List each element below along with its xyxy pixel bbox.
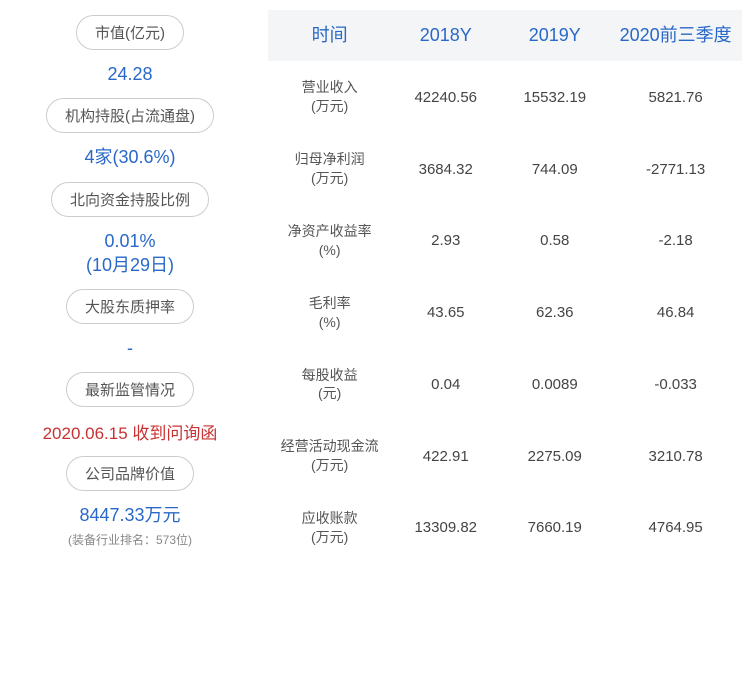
table-row: 经营活动现金流 (万元) 422.91 2275.09 3210.78 — [268, 420, 742, 492]
cell-value: 5821.76 — [609, 61, 742, 133]
row-label: 净资产收益率 (%) — [268, 205, 391, 277]
card-value: 4家(30.6%) — [84, 145, 175, 169]
card-label: 市值(亿元) — [76, 15, 184, 50]
table-row: 净资产收益率 (%) 2.93 0.58 -2.18 — [268, 205, 742, 277]
table-row: 毛利率 (%) 43.65 62.36 46.84 — [268, 277, 742, 349]
table-row: 每股收益 (元) 0.04 0.0089 -0.033 — [268, 349, 742, 421]
cell-value: 43.65 — [391, 277, 500, 349]
cell-value: 744.09 — [500, 133, 609, 205]
cell-value: 62.36 — [500, 277, 609, 349]
cell-value: 3684.32 — [391, 133, 500, 205]
card-value: - — [127, 336, 133, 360]
header-2019: 2019Y — [500, 10, 609, 61]
row-label: 营业收入 (万元) — [268, 61, 391, 133]
card-label: 最新监管情况 — [66, 372, 194, 407]
card-subnote: (装备行业排名：573位) — [68, 531, 192, 548]
cell-value: 15532.19 — [500, 61, 609, 133]
cell-value: 7660.19 — [500, 492, 609, 564]
cell-value: -0.033 — [609, 349, 742, 421]
table-row: 归母净利润 (万元) 3684.32 744.09 -2771.13 — [268, 133, 742, 205]
card-value: 24.28 — [107, 62, 152, 86]
card-brand-value: 公司品牌价值 8447.33万元 (装备行业排名：573位) — [20, 456, 240, 547]
left-info-panel: 市值(亿元) 24.28 机构持股(占流通盘) 4家(30.6%) 北向资金持股… — [0, 10, 260, 668]
row-label: 应收账款 (万元) — [268, 492, 391, 564]
cell-value: 0.04 — [391, 349, 500, 421]
card-market-cap: 市值(亿元) 24.28 — [20, 15, 240, 86]
card-label: 北向资金持股比例 — [51, 182, 209, 217]
cell-value: 4764.95 — [609, 492, 742, 564]
cell-value: 46.84 — [609, 277, 742, 349]
cell-value: 3210.78 — [609, 420, 742, 492]
row-label: 经营活动现金流 (万元) — [268, 420, 391, 492]
card-value: 0.01% (10月29日) — [86, 229, 174, 278]
financial-table: 时间 2018Y 2019Y 2020前三季度 营业收入 (万元) 42240.… — [268, 10, 742, 564]
cell-value: 2.93 — [391, 205, 500, 277]
row-label: 归母净利润 (万元) — [268, 133, 391, 205]
table-row: 营业收入 (万元) 42240.56 15532.19 5821.76 — [268, 61, 742, 133]
cell-value: 42240.56 — [391, 61, 500, 133]
cell-value: 2275.09 — [500, 420, 609, 492]
header-2020q3: 2020前三季度 — [609, 10, 742, 61]
card-label: 机构持股(占流通盘) — [46, 98, 214, 133]
card-label: 公司品牌价值 — [66, 456, 194, 491]
cell-value: -2.18 — [609, 205, 742, 277]
cell-value: -2771.13 — [609, 133, 742, 205]
card-label: 大股东质押率 — [66, 289, 194, 324]
row-label: 毛利率 (%) — [268, 277, 391, 349]
table-header-row: 时间 2018Y 2019Y 2020前三季度 — [268, 10, 742, 61]
header-time: 时间 — [268, 10, 391, 61]
card-value: 8447.33万元 — [79, 503, 180, 527]
header-2018: 2018Y — [391, 10, 500, 61]
cell-value: 0.0089 — [500, 349, 609, 421]
card-pledge-ratio: 大股东质押率 - — [20, 289, 240, 360]
cell-value: 422.91 — [391, 420, 500, 492]
row-label: 每股收益 (元) — [268, 349, 391, 421]
card-northbound-holding: 北向资金持股比例 0.01% (10月29日) — [20, 182, 240, 278]
card-value: 2020.06.15 收到问询函 — [43, 419, 218, 444]
card-regulatory-status: 最新监管情况 2020.06.15 收到问询函 — [20, 372, 240, 444]
card-institutional-holding: 机构持股(占流通盘) 4家(30.6%) — [20, 98, 240, 169]
financial-table-panel: 时间 2018Y 2019Y 2020前三季度 营业收入 (万元) 42240.… — [260, 10, 750, 668]
table-row: 应收账款 (万元) 13309.82 7660.19 4764.95 — [268, 492, 742, 564]
cell-value: 13309.82 — [391, 492, 500, 564]
cell-value: 0.58 — [500, 205, 609, 277]
